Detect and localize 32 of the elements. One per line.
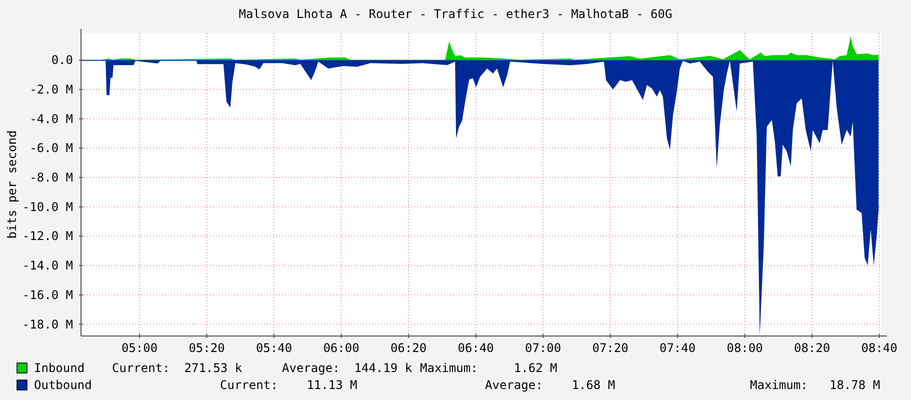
- y-tick-label: -12.0 M: [22, 229, 73, 244]
- text: Current: 271.53 k: [112, 361, 243, 375]
- x-tick-label: 05:00: [121, 341, 158, 355]
- x-tick-label: 05:40: [256, 341, 292, 355]
- text: Maximum: 1.62 M: [420, 361, 558, 375]
- x-tick-label: 05:20: [188, 341, 225, 355]
- text: Average: 144.19 k: [282, 361, 413, 375]
- y-tick-label: -2.0 M: [30, 82, 73, 96]
- text: Current: 11.13 M: [220, 378, 358, 392]
- y-tick-label: -16.0 M: [22, 288, 73, 302]
- x-tick-label: 07:00: [524, 341, 562, 355]
- x-tick-label: 07:40: [659, 341, 696, 355]
- x-tick-label: 08:00: [726, 341, 763, 355]
- y-tick-label: -6.0 M: [30, 141, 73, 156]
- legend-label: Inbound: [34, 361, 85, 375]
- text: Maximum: 18.78 M: [750, 378, 880, 392]
- x-tick-label: 06:00: [323, 341, 360, 355]
- x-tick-label: 07:20: [592, 341, 628, 355]
- y-axis-title: bits per second: [5, 130, 19, 239]
- y-tick-label: -14.0 M: [22, 258, 73, 273]
- x-tick-label: 06:20: [390, 341, 427, 355]
- x-tick-label: 06:40: [458, 341, 494, 355]
- y-tick-label: -8.0 M: [30, 170, 73, 185]
- y-tick-label: -18.0 M: [22, 317, 73, 332]
- legend-label: Outbound: [34, 378, 92, 392]
- y-tick-label: 0.0: [51, 53, 73, 68]
- y-tick-label: -4.0 M: [30, 112, 73, 126]
- chart-title: Malsova Lhota A - Router - Traffic - ether3 - MalhotaB - 60G: [238, 7, 672, 21]
- text: Average: 1.68 M: [485, 378, 616, 392]
- x-tick-label: 08:20: [794, 341, 830, 355]
- x-tick-label: 08:40: [861, 341, 898, 355]
- y-tick-label: -10.0 M: [22, 200, 73, 214]
